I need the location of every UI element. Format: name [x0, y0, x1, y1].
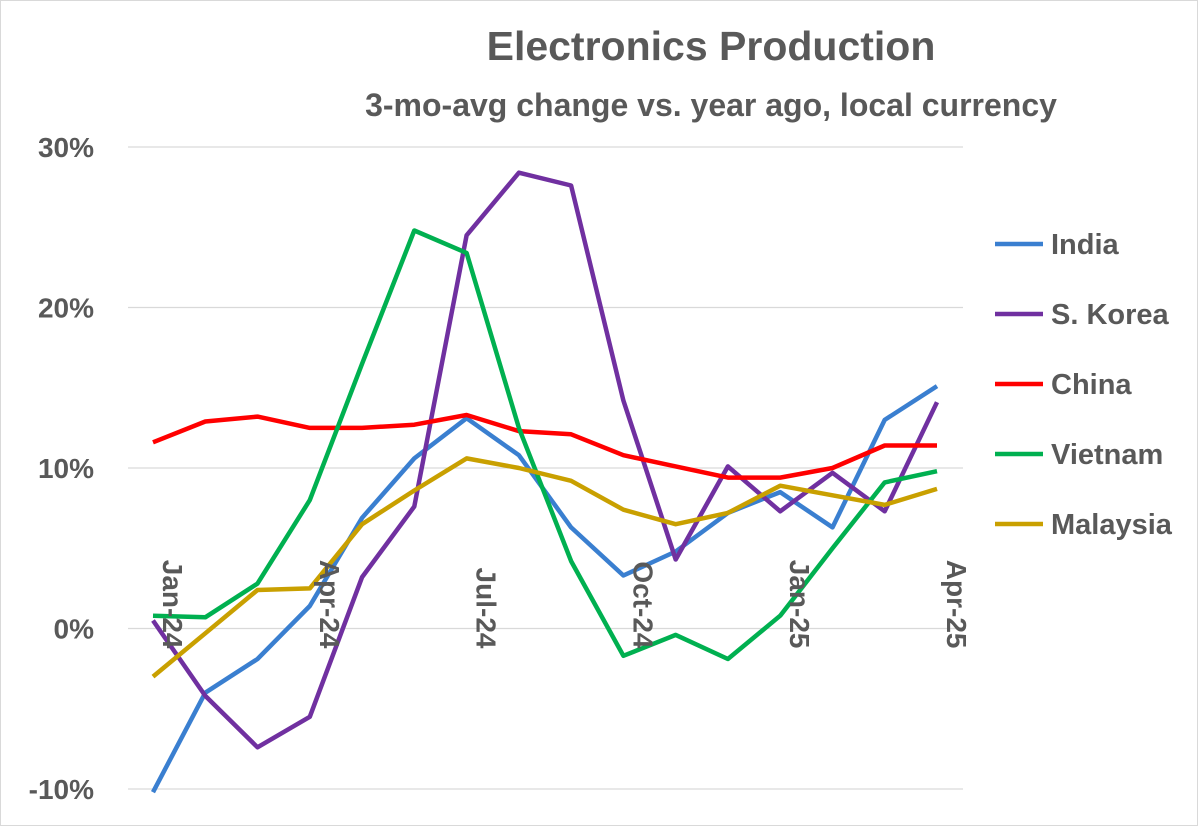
legend-label-malaysia: Malaysia: [1051, 509, 1173, 541]
series-lines: [151, 170, 940, 794]
x-tick-label: Apr-25: [941, 560, 972, 649]
x-tick-label: Oct-24: [627, 561, 658, 649]
chart-subtitle: 3-mo-avg change vs. year ago, local curr…: [365, 87, 1057, 123]
x-tick-label: Jan-25: [784, 560, 815, 649]
x-tick-label: Apr-24: [314, 560, 345, 649]
series-line-malaysia: [151, 456, 938, 679]
y-axis: 30% 20% 10% 0% -10%: [29, 132, 94, 805]
y-tick-label: 10%: [38, 453, 94, 484]
y-tick-label: 0%: [54, 614, 95, 645]
series-line-vietnam: [152, 228, 938, 662]
chart-title: Electronics Production: [486, 23, 936, 69]
y-tick-label: -10%: [29, 774, 94, 805]
y-tick-label: 20%: [38, 293, 94, 324]
legend-label-s-korea: S. Korea: [1051, 299, 1170, 331]
series-line-s-korea: [151, 170, 940, 750]
legend-label-india: India: [1051, 229, 1120, 261]
legend-label-vietnam: Vietnam: [1051, 439, 1163, 471]
x-tick-label: Jan-24: [157, 560, 188, 649]
x-axis: Jan-24 Apr-24 Jul-24 Oct-24 Jan-25 Apr-25: [157, 560, 972, 649]
series-line-china: [152, 412, 937, 480]
legend-label-china: China: [1051, 369, 1132, 401]
legend: India S. Korea China Vietnam Malaysia: [995, 229, 1173, 541]
x-tick-label: Jul-24: [471, 568, 502, 649]
y-tick-label: 30%: [38, 132, 94, 163]
